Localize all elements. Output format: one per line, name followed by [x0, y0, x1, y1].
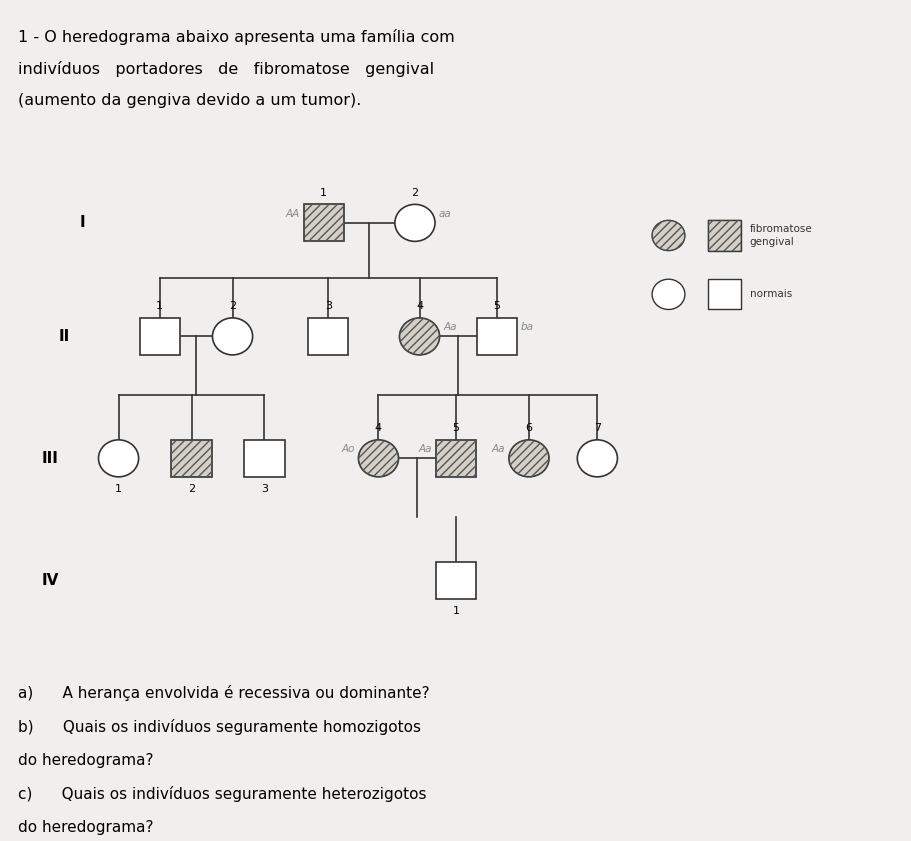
Text: a)      A herança envolvida é recessiva ou dominante?: a) A herança envolvida é recessiva ou do…: [18, 685, 429, 701]
Text: 2: 2: [188, 484, 195, 494]
Text: Aa: Aa: [491, 444, 505, 454]
Text: 2: 2: [229, 301, 236, 311]
Text: 5: 5: [452, 423, 459, 433]
Text: II: II: [58, 329, 69, 344]
Circle shape: [212, 318, 252, 355]
Bar: [303, 204, 343, 241]
Circle shape: [508, 440, 548, 477]
Circle shape: [651, 279, 684, 309]
Bar: [303, 204, 343, 241]
Text: 3: 3: [261, 484, 268, 494]
Text: AA: AA: [285, 209, 300, 219]
Bar: [435, 440, 476, 477]
Text: c)      Quais os indivíduos seguramente heterozigotos: c) Quais os indivíduos seguramente heter…: [18, 786, 426, 802]
Text: fibromatose
gengival: fibromatose gengival: [749, 225, 812, 246]
Circle shape: [98, 440, 138, 477]
Text: I: I: [79, 215, 85, 230]
Circle shape: [394, 204, 435, 241]
Text: 1: 1: [452, 606, 459, 616]
Text: 4: 4: [374, 423, 382, 433]
Text: do heredograma?: do heredograma?: [18, 753, 154, 768]
Text: normais: normais: [749, 289, 791, 299]
Text: 4: 4: [415, 301, 423, 311]
Text: 3: 3: [324, 301, 332, 311]
Text: 2: 2: [411, 188, 418, 198]
Text: b)      Quais os indivíduos seguramente homozigotos: b) Quais os indivíduos seguramente homoz…: [18, 719, 421, 735]
Text: 6: 6: [525, 423, 532, 433]
Text: ba: ba: [520, 322, 533, 332]
Text: Aa: Aa: [443, 322, 456, 332]
Text: 7: 7: [593, 423, 600, 433]
Bar: [435, 562, 476, 599]
Text: III: III: [42, 451, 58, 466]
Text: Ao: Ao: [341, 444, 354, 454]
Text: (aumento da gengiva devido a um tumor).: (aumento da gengiva devido a um tumor).: [18, 93, 362, 108]
Bar: [244, 440, 284, 477]
Bar: [476, 318, 517, 355]
Text: 5: 5: [493, 301, 500, 311]
Text: do heredograma?: do heredograma?: [18, 820, 154, 835]
Bar: [171, 440, 211, 477]
Text: aa: aa: [438, 209, 451, 219]
Bar: [707, 220, 740, 251]
Bar: [308, 318, 348, 355]
Circle shape: [651, 220, 684, 251]
Text: Aa: Aa: [418, 444, 432, 454]
Bar: [171, 440, 211, 477]
Bar: [707, 220, 740, 251]
Text: indivíduos   portadores   de   fibromatose   gengival: indivíduos portadores de fibromatose gen…: [18, 61, 434, 77]
Bar: [435, 440, 476, 477]
Text: 1: 1: [320, 188, 327, 198]
Circle shape: [399, 318, 439, 355]
Bar: [707, 279, 740, 309]
Circle shape: [358, 440, 398, 477]
Bar: [139, 318, 179, 355]
Text: 1: 1: [115, 484, 122, 494]
Text: 1 - O heredograma abaixo apresenta uma família com: 1 - O heredograma abaixo apresenta uma f…: [18, 29, 455, 45]
Text: IV: IV: [41, 573, 59, 588]
Circle shape: [577, 440, 617, 477]
Text: 1: 1: [156, 301, 163, 311]
